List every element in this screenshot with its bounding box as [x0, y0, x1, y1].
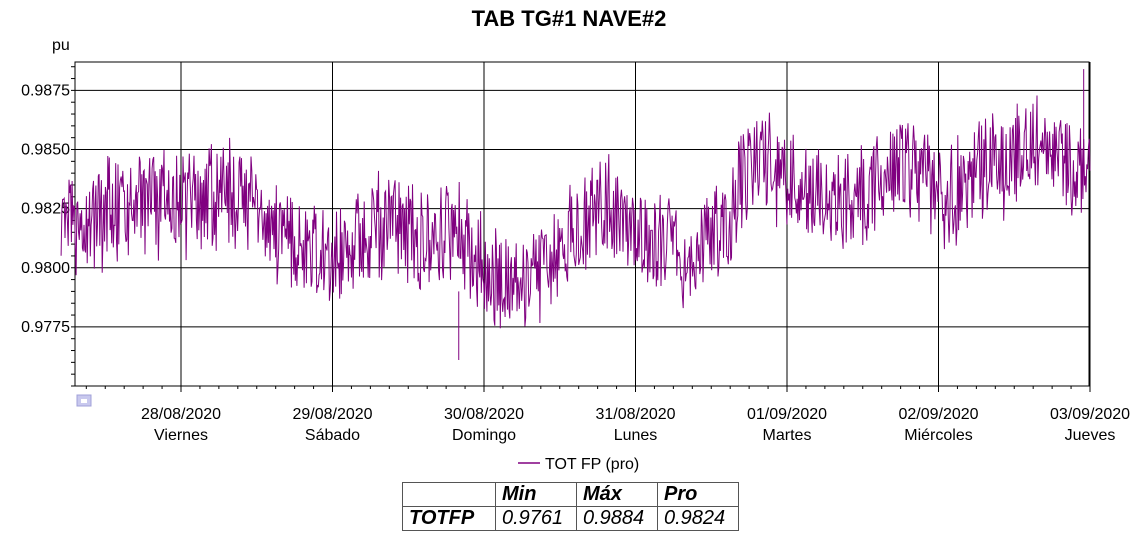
series-tot-fp: [60, 69, 1091, 360]
stats-value-min: 0.9761: [495, 506, 577, 531]
stats-header-avg: Pro: [657, 482, 739, 507]
x-tick-date: 30/08/2020: [444, 406, 524, 423]
y-axis-tick-labels: 0.9775 0.9800 0.9825 0.9850 0.9875: [21, 82, 70, 335]
x-axis-tick-labels: 28/08/2020 Viernes 29/08/2020 Sábado 30/08/2…: [141, 406, 1130, 444]
x-tick-day: Viernes: [154, 427, 208, 444]
x-tick-date: 02/09/2020: [898, 406, 978, 423]
chart-title: TAB TG#1 NAVE#2: [472, 6, 667, 31]
x-tick-day: Jueves: [1065, 427, 1116, 444]
x-tick-date: 03/09/2020: [1050, 406, 1130, 423]
legend-label: TOT FP (pro): [545, 456, 639, 473]
y-axis-minor-ticks: [71, 66, 1072, 389]
x-tick-day: Miércoles: [904, 427, 972, 444]
scroll-handle-icon: [81, 399, 87, 403]
y-tick-label: 0.9850: [21, 142, 70, 159]
stats-header-row: Min Máx Pro: [402, 482, 739, 507]
stats-header-max: Máx: [576, 482, 658, 507]
x-tick-date: 28/08/2020: [141, 406, 221, 423]
stats-table: Min Máx Pro TOTFP 0.9761 0.9884 0.9824: [402, 482, 739, 531]
y-axis-unit-label: pu: [52, 37, 70, 54]
y-tick-label: 0.9875: [21, 82, 70, 99]
x-tick-day: Domingo: [452, 427, 516, 444]
x-tick-day: Lunes: [614, 427, 658, 444]
plot-area: [74, 61, 1090, 387]
stats-value-row: TOTFP 0.9761 0.9884 0.9824: [402, 506, 739, 531]
x-tick-date: 01/09/2020: [747, 406, 827, 423]
stats-header-min: Min: [495, 482, 577, 507]
stats-value-avg: 0.9824: [657, 506, 739, 531]
y-tick-label: 0.9825: [21, 201, 70, 218]
series-line: [60, 95, 1091, 329]
x-tick-day: Martes: [763, 427, 812, 444]
stats-row-label: TOTFP: [402, 506, 496, 531]
y-tick-label: 0.9775: [21, 319, 70, 336]
x-tick-date: 31/08/2020: [595, 406, 675, 423]
x-tick-day: Sábado: [305, 427, 360, 444]
stats-value-max: 0.9884: [576, 506, 658, 531]
x-tick-date: 29/08/2020: [292, 406, 372, 423]
stats-corner: [402, 482, 496, 507]
y-tick-label: 0.9800: [21, 260, 70, 277]
